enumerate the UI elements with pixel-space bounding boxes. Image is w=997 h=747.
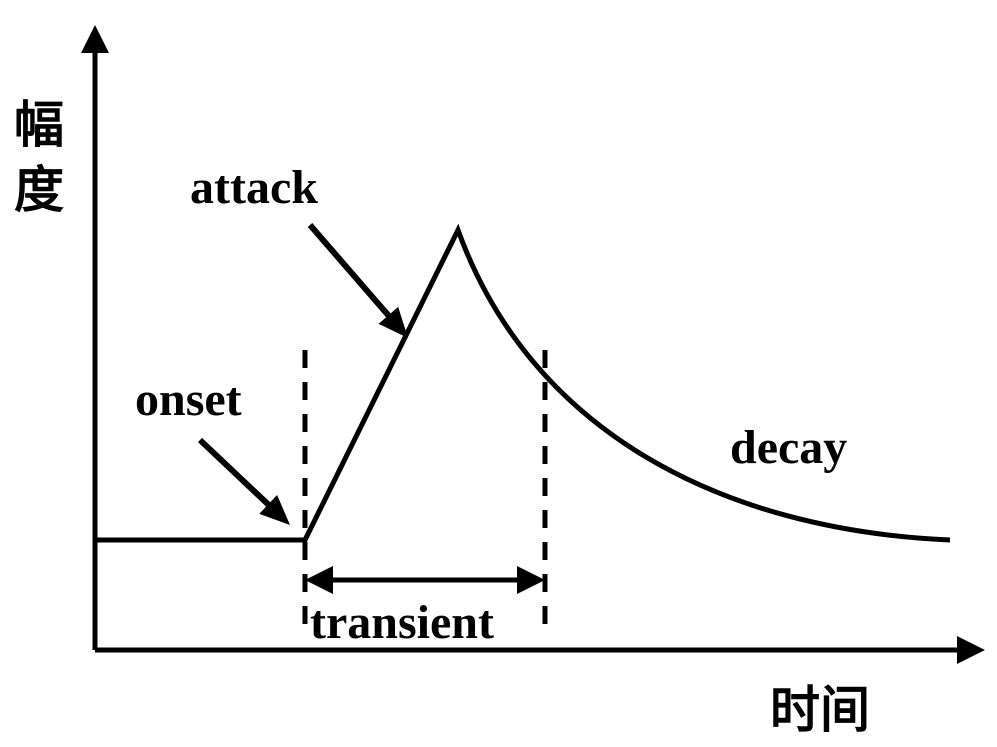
y-axis-label-line2: 度 [14, 150, 64, 222]
transient-label: transient [310, 595, 494, 650]
x-axis-label: 时间 [770, 670, 870, 742]
onset-label: onset [135, 372, 242, 427]
attack-label: attack [190, 160, 318, 215]
decay-label: decay [730, 420, 847, 475]
y-axis-label-line1: 幅 [14, 85, 64, 157]
